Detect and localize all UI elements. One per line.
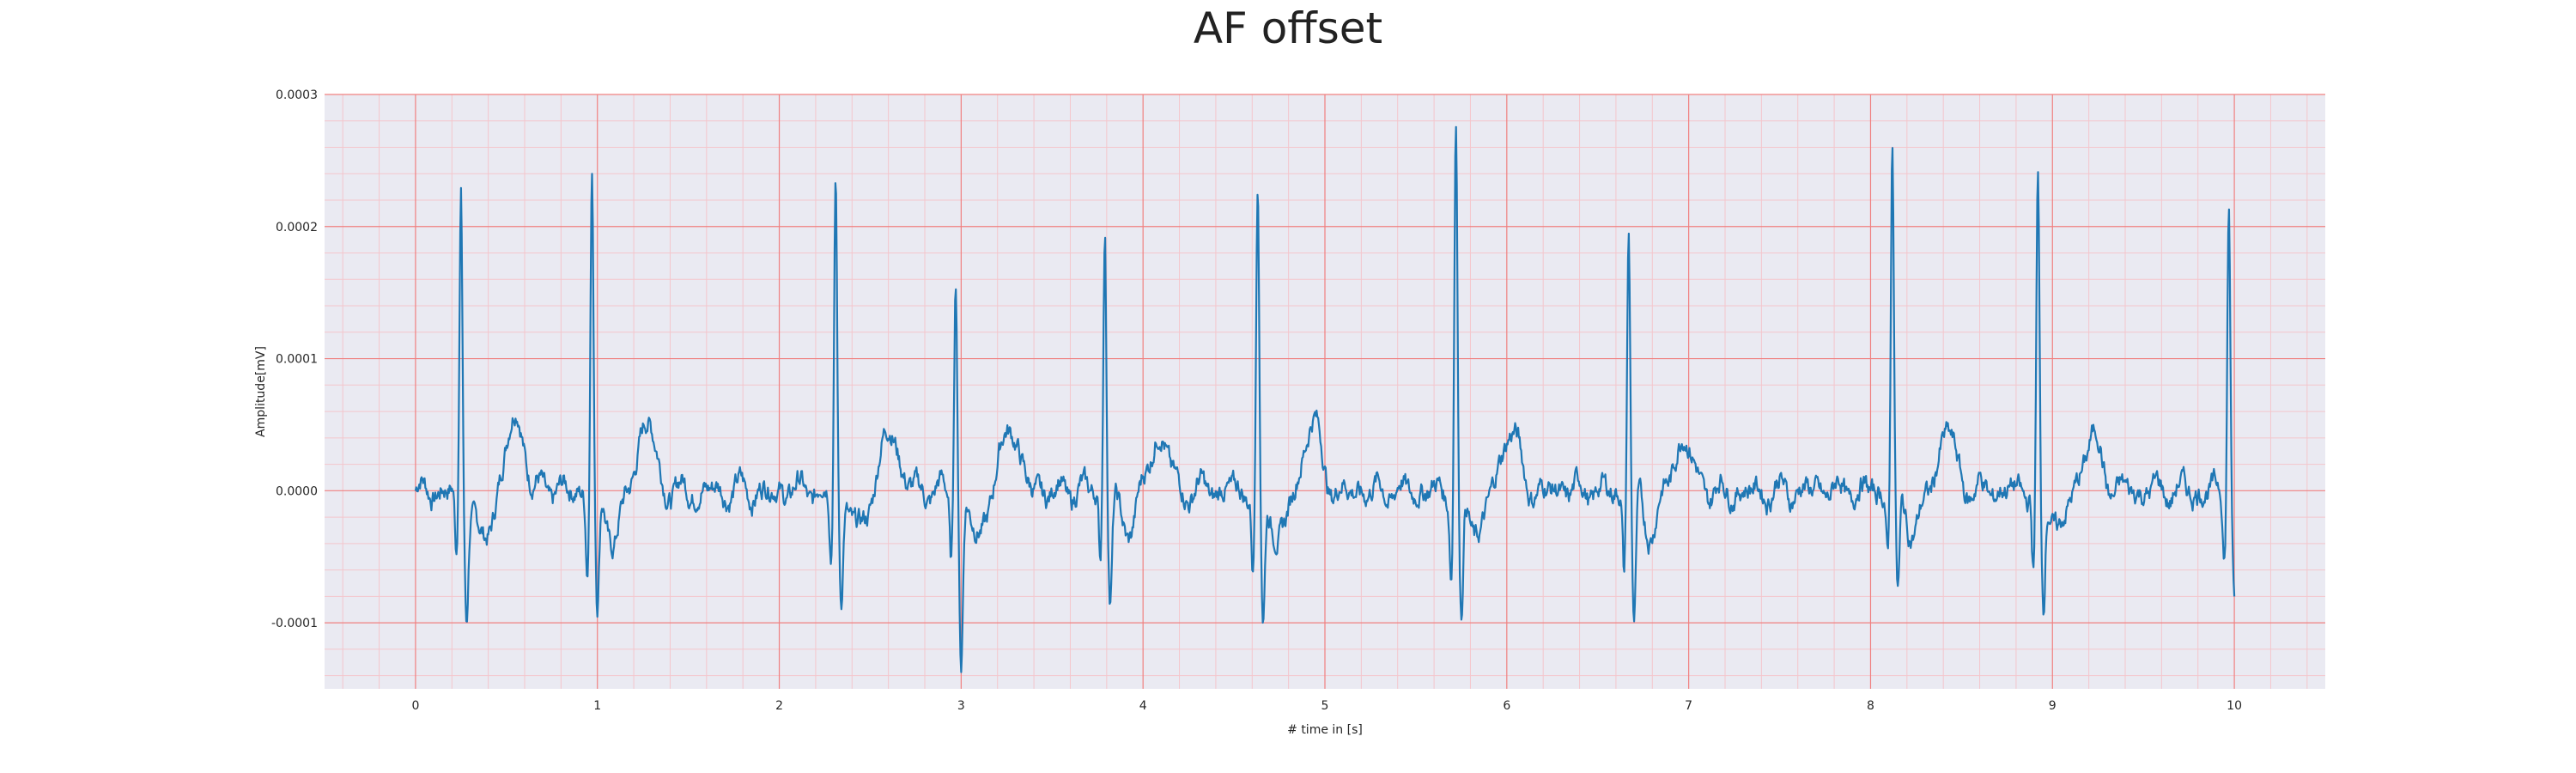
y-tick-label: 0.0002 bbox=[276, 221, 318, 234]
x-tick-label: 9 bbox=[2049, 699, 2057, 713]
y-tick-labels: -0.0001 0.0000 0.0001 0.0002 0.0003 bbox=[271, 88, 318, 630]
y-tick-label: 0.0000 bbox=[276, 484, 318, 498]
x-tick-label: 3 bbox=[957, 699, 965, 713]
x-tick-label: 6 bbox=[1503, 699, 1510, 713]
y-tick-label: 0.0003 bbox=[276, 88, 318, 102]
y-tick-label: -0.0001 bbox=[271, 617, 318, 630]
y-axis-label: Amplitude[mV] bbox=[254, 346, 268, 437]
x-axis-label: # time in [s] bbox=[1287, 723, 1363, 737]
x-tick-label: 2 bbox=[775, 699, 783, 713]
x-tick-label: 7 bbox=[1685, 699, 1692, 713]
x-tick-label: 4 bbox=[1139, 699, 1147, 713]
x-tick-label: 8 bbox=[1867, 699, 1874, 713]
x-tick-label: 1 bbox=[593, 699, 601, 713]
y-tick-label: 0.0001 bbox=[276, 353, 318, 367]
x-tick-label: 5 bbox=[1321, 699, 1329, 713]
x-tick-labels: 0 1 2 3 4 5 6 7 8 9 10 bbox=[411, 699, 2242, 713]
x-tick-label: 0 bbox=[411, 699, 419, 713]
x-tick-label: 10 bbox=[2227, 699, 2242, 713]
